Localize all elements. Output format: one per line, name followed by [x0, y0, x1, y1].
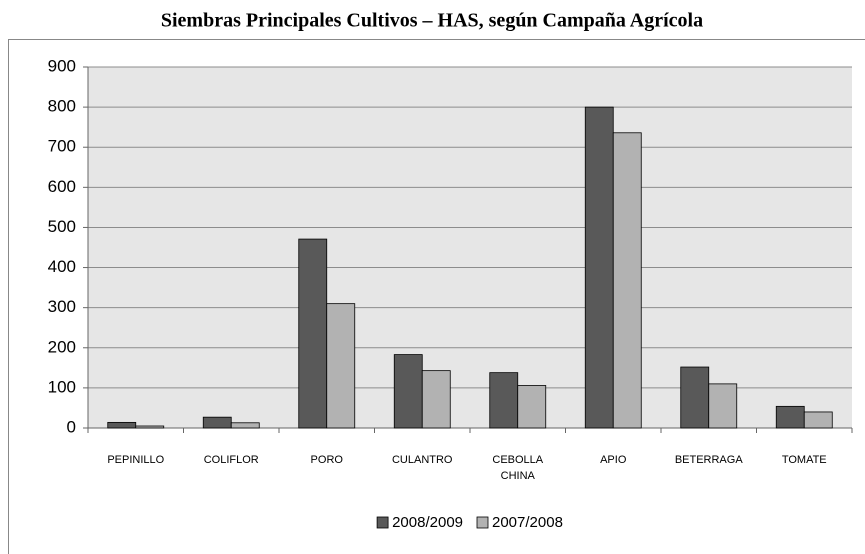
y-tick-label: 200 — [48, 337, 76, 356]
y-tick-label: 400 — [48, 257, 76, 276]
bar — [708, 383, 738, 429]
legend-label: 2008/2009 — [392, 514, 463, 531]
x-tick-label: CEBOLLA CHINA — [492, 454, 544, 482]
bar — [135, 425, 165, 429]
bar — [775, 405, 805, 429]
bar — [298, 238, 328, 429]
y-tick-label: 600 — [48, 177, 76, 196]
bar — [107, 421, 137, 429]
y-tick-label: 0 — [67, 417, 76, 436]
legend-label: 2007/2008 — [492, 514, 563, 531]
x-tick-label: PEPINILLO — [107, 454, 165, 466]
bar — [202, 416, 232, 429]
bar — [393, 354, 423, 429]
y-tick-label: 700 — [48, 137, 76, 156]
chart-title: Siembras Principales Cultivos – HAS, seg… — [161, 10, 703, 32]
x-tick-label: PORO — [310, 454, 343, 466]
bar — [326, 303, 356, 429]
bar — [517, 385, 547, 429]
bar — [680, 366, 710, 429]
x-tick-label: TOMATE — [781, 454, 827, 466]
y-tick-label: 900 — [48, 56, 76, 75]
x-tick-label: COLIFLOR — [203, 454, 259, 466]
x-tick-label: APIO — [600, 454, 627, 466]
y-tick-label: 500 — [48, 217, 76, 236]
y-tick-label: 100 — [48, 377, 76, 396]
x-tick-label: CULANTRO — [391, 454, 453, 466]
legend-swatch — [376, 516, 389, 529]
legend-swatch — [476, 516, 489, 529]
bar — [612, 132, 642, 429]
y-tick-label: 800 — [48, 97, 76, 116]
y-tick-label: 300 — [48, 297, 76, 316]
bar — [230, 422, 260, 429]
x-tick-label: BETERRAGA — [674, 454, 743, 466]
bar — [489, 372, 519, 429]
bar — [803, 411, 833, 429]
bar — [421, 370, 451, 429]
bar — [584, 106, 614, 429]
plot-area — [88, 67, 852, 428]
